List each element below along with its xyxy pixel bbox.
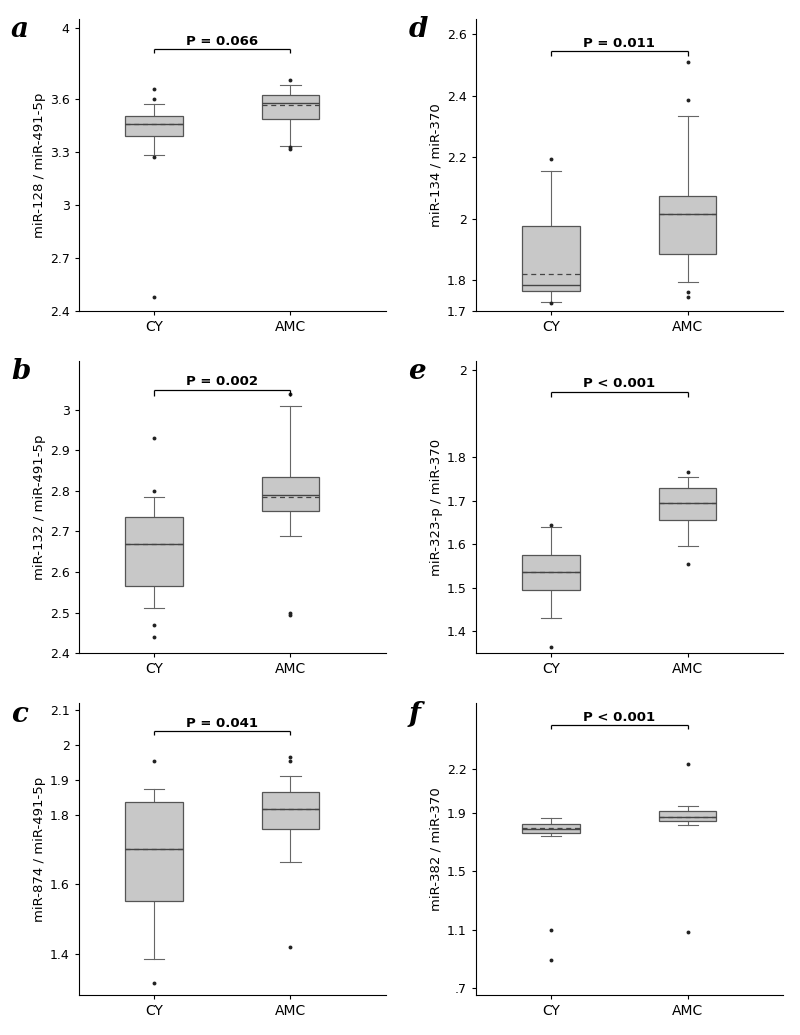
Bar: [522, 227, 580, 291]
Text: P = 0.002: P = 0.002: [186, 375, 258, 388]
Bar: [522, 824, 580, 832]
Bar: [125, 518, 182, 586]
Text: P = 0.066: P = 0.066: [186, 34, 258, 48]
Bar: [262, 477, 319, 511]
Bar: [659, 487, 716, 521]
Y-axis label: miR-134 / miR-370: miR-134 / miR-370: [430, 104, 443, 227]
Y-axis label: miR-382 / miR-370: miR-382 / miR-370: [430, 788, 443, 911]
Text: d: d: [408, 17, 428, 43]
Text: e: e: [408, 358, 426, 385]
Text: f: f: [408, 701, 420, 728]
Y-axis label: miR-323-p / miR-370: miR-323-p / miR-370: [430, 439, 443, 575]
Text: P = 0.041: P = 0.041: [186, 717, 258, 730]
Bar: [125, 116, 182, 136]
Y-axis label: miR-132 / miR-491-5p: miR-132 / miR-491-5p: [33, 435, 46, 580]
Bar: [522, 555, 580, 590]
Y-axis label: miR-128 / miR-491-5p: miR-128 / miR-491-5p: [33, 92, 46, 238]
Bar: [262, 95, 319, 119]
Y-axis label: miR-874 / miR-491-5p: miR-874 / miR-491-5p: [33, 776, 46, 922]
Text: P < 0.001: P < 0.001: [583, 711, 655, 723]
Bar: [659, 196, 716, 254]
Text: a: a: [11, 17, 29, 43]
Bar: [659, 810, 716, 821]
Bar: [125, 802, 182, 901]
Text: P = 0.011: P = 0.011: [583, 37, 655, 50]
Text: c: c: [11, 701, 28, 728]
Text: P < 0.001: P < 0.001: [583, 378, 655, 390]
Bar: [262, 792, 319, 829]
Text: b: b: [11, 358, 30, 385]
